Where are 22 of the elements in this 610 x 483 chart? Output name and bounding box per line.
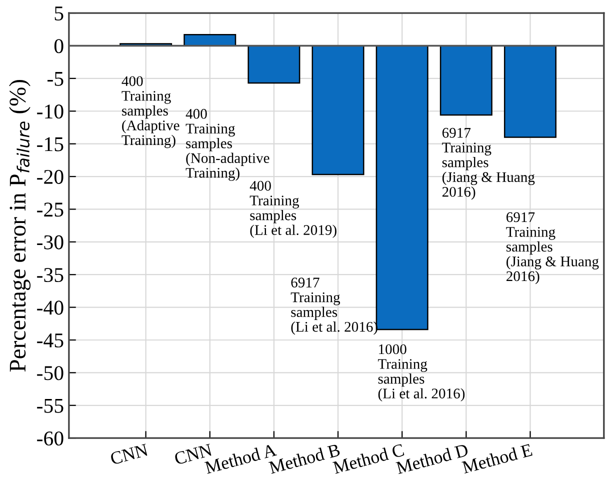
y-tick-label: -15 [37,137,64,152]
y-tick-label: -10 [37,104,64,119]
x-tick-label: CNN [110,444,149,465]
y-tick-label: -35 [37,268,64,282]
annotation: 6917 Training samples (Jiang & Huang 2016) [442,128,535,200]
annotation: 6917 Training samples (Jiang & Huang 2016) [506,212,599,284]
y-tick-label: -40 [37,300,64,315]
y-axis-title: Percentage error in P$_{failure}$ (%) [9,80,30,372]
y-tick-label: -60 [37,431,64,446]
y-tick-label: -30 [37,235,64,250]
annotation: 400 Training samples (Li et al. 2019) [250,180,336,238]
y-tick-label: -50 [37,366,64,380]
annotation: 1000 Training samples (Li et al. 2016) [378,344,465,402]
annotation: 400 Training samples (Adaptive Training) [122,76,180,148]
y-tick-label: -25 [37,202,64,217]
y-tick-label: -45 [37,334,64,348]
y-tick-label: -55 [37,398,64,413]
annotation: 400 Training samples (Non-adaptive Training) [186,108,270,181]
y-tick-label: 5 [54,6,64,20]
y-tick-label: -20 [37,170,64,184]
y-tick-label: 0 [54,39,64,54]
y-tick-label: -5 [47,72,64,86]
